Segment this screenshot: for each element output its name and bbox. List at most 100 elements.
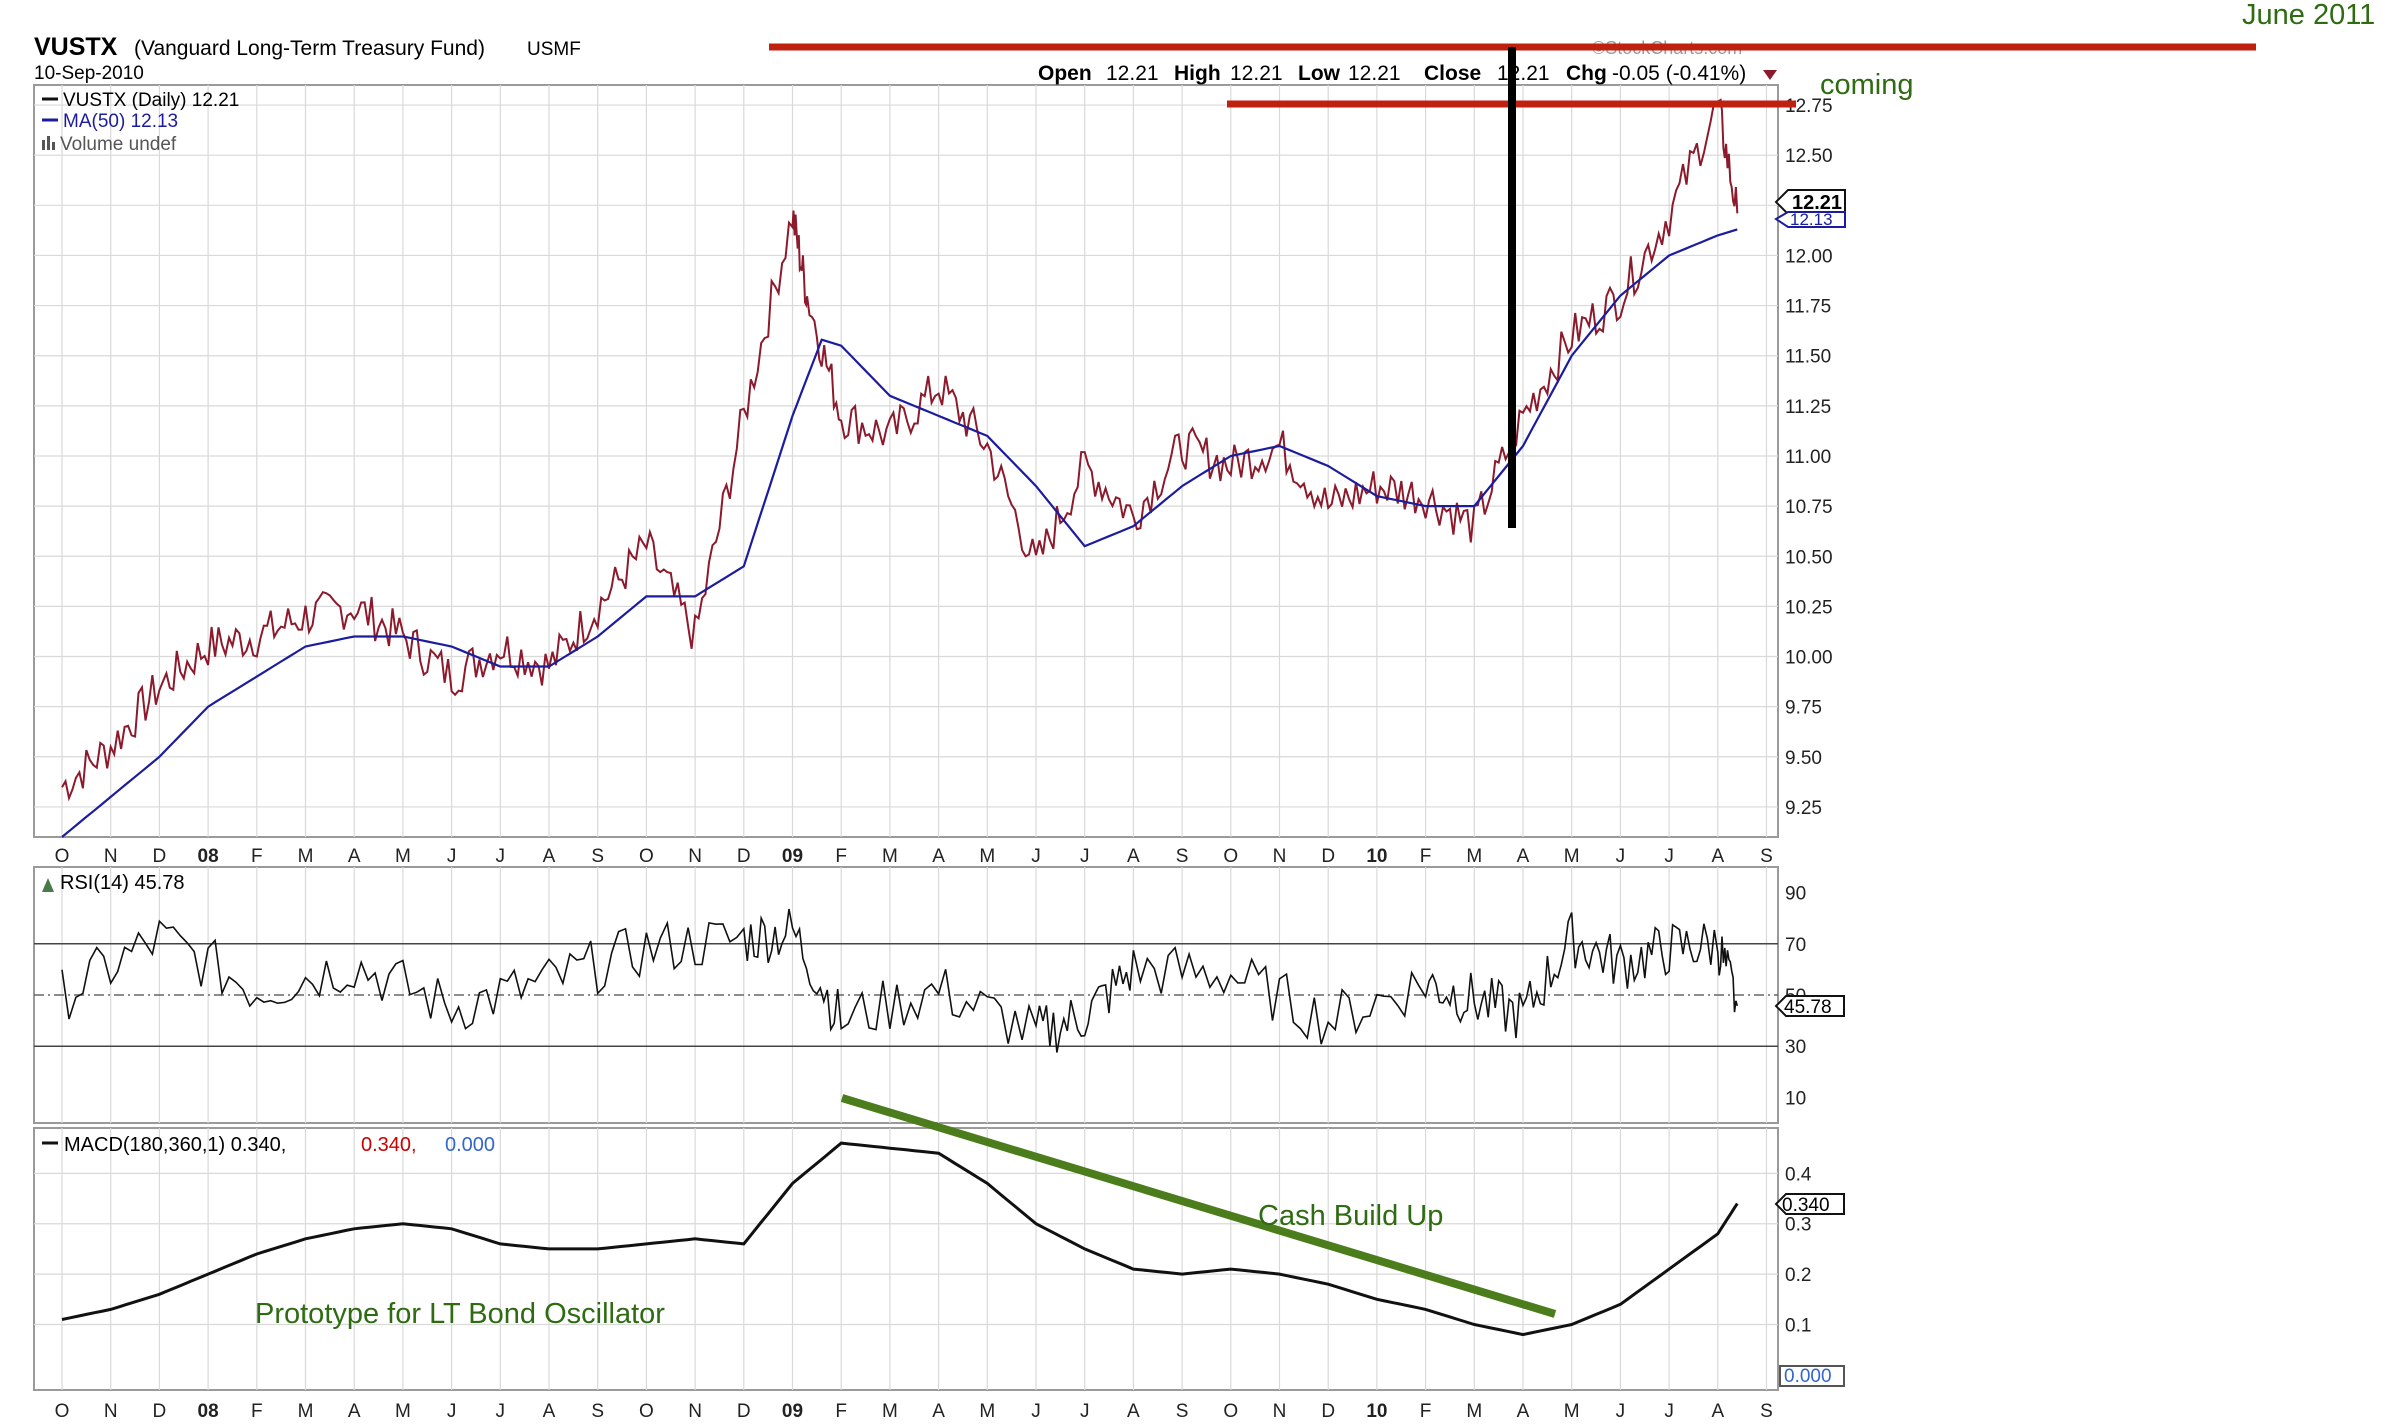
macd-zero-text: 0.000 <box>1784 1366 1832 1387</box>
x-tick-label: A <box>1127 1401 1140 1422</box>
macd-y-tick: 0.3 <box>1785 1215 1811 1236</box>
x-tick-label: 08 <box>198 846 219 867</box>
legend-ma: MA(50) 12.13 <box>63 111 178 132</box>
rsi-legend: RSI(14) 45.78 <box>42 872 185 894</box>
x-tick-label: J <box>1664 1401 1674 1422</box>
macd-line <box>61 1141 1739 1337</box>
x-tick-label: 08 <box>198 1401 219 1422</box>
x-tick-label: F <box>835 846 847 867</box>
close-label: Close <box>1424 62 1481 85</box>
price-tag-text: 12.21 <box>1792 192 1842 214</box>
x-tick-label: F <box>1420 1401 1432 1422</box>
x-tick-label: A <box>348 846 361 867</box>
price-y-tick: 12.50 <box>1785 146 1833 167</box>
price-y-tick: 12.75 <box>1785 96 1833 117</box>
price-y-tick: 9.50 <box>1785 748 1822 769</box>
price-y-tick: 10.00 <box>1785 648 1833 669</box>
x-tick-label: M <box>1466 846 1482 867</box>
x-tick-label: A <box>1127 846 1140 867</box>
x-tick-label: S <box>1760 846 1773 867</box>
x-tick-label: O <box>639 1401 654 1422</box>
rsi-y-tick: 90 <box>1785 884 1806 905</box>
macd-tag-text: 0.340 <box>1782 1195 1830 1216</box>
ma-tag: 12.13 <box>1774 210 1846 229</box>
x-tick-label: A <box>1711 1401 1724 1422</box>
coming-label: coming <box>1820 69 1914 101</box>
rsi-y-tick: 70 <box>1785 935 1806 956</box>
ma50-line <box>61 228 1738 838</box>
x-tick-label: S <box>591 1401 604 1422</box>
rsi-y-tick: 30 <box>1785 1037 1806 1058</box>
x-tick-label: 10 <box>1366 1401 1387 1422</box>
x-tick-label: J <box>496 846 506 867</box>
cash-trendline <box>840 1094 1557 1318</box>
down-arrow-icon <box>1763 70 1777 80</box>
series-lines <box>61 98 1739 1337</box>
low-label: Low <box>1298 62 1341 85</box>
x-tick-label: D <box>737 846 751 867</box>
price-tag: 12.21 <box>1774 189 1846 215</box>
price-panel <box>33 84 1779 838</box>
x-tick-label: A <box>348 1401 361 1422</box>
x-tick-label: M <box>882 1401 898 1422</box>
chg-label: Chg <box>1566 62 1607 85</box>
x-tick-label: N <box>104 1401 118 1422</box>
x-tick-label: S <box>591 846 604 867</box>
x-tick-label: A <box>1711 846 1724 867</box>
price-y-tick: 9.75 <box>1785 698 1822 719</box>
x-tick-label: M <box>395 846 411 867</box>
price-y-tick: 9.25 <box>1785 798 1822 819</box>
x-tick-label: J <box>1080 1401 1090 1422</box>
x-tick-label: M <box>882 846 898 867</box>
x-tick-label: O <box>1223 846 1238 867</box>
macd-y-tick: 0.1 <box>1785 1316 1811 1337</box>
x-tick-label: O <box>55 1401 70 1422</box>
x-tick-label: F <box>251 1401 263 1422</box>
x-tick-label: A <box>932 846 945 867</box>
rsi-tag-text: 45.78 <box>1784 997 1832 1018</box>
x-tick-label: 09 <box>782 846 803 867</box>
x-tick-label: A <box>1517 846 1530 867</box>
open-value: 12.21 <box>1106 62 1159 85</box>
x-tick-label: A <box>543 1401 556 1422</box>
macd-label: MACD(180,360,1) 0.340, <box>64 1134 286 1156</box>
price-y-tick: 10.25 <box>1785 597 1833 618</box>
x-tick-label: M <box>298 1401 314 1422</box>
macd-value-red: 0.340, <box>361 1134 417 1156</box>
fund-name: (Vanguard Long-Term Treasury Fund) <box>134 37 485 60</box>
x-tick-label: N <box>1273 846 1287 867</box>
x-tick-label: J <box>1616 1401 1626 1422</box>
x-tick-label: J <box>1031 1401 1041 1422</box>
price-y-tick: 10.50 <box>1785 547 1833 568</box>
x-tick-label: 10 <box>1366 846 1387 867</box>
macd-legend: MACD(180,360,1) 0.340, 0.340, 0.000 <box>42 1134 495 1156</box>
x-tick-label: D <box>153 846 167 867</box>
x-tick-label: J <box>1616 846 1626 867</box>
price-y-tick: 11.25 <box>1785 397 1831 418</box>
x-tick-label: J <box>1080 846 1090 867</box>
x-tick-label: O <box>639 846 654 867</box>
ohlc-readout: Open 12.21 High 12.21 Low 12.21 Close 12… <box>1038 62 1777 85</box>
macd-zero-tag: 0.000 <box>1779 1365 1845 1387</box>
x-tick-label: J <box>1664 846 1674 867</box>
x-tick-label: D <box>737 1401 751 1422</box>
x-tick-label: J <box>1031 846 1041 867</box>
price-y-tick: 11.00 <box>1785 447 1831 468</box>
x-tick-label: M <box>1466 1401 1482 1422</box>
x-tick-label: O <box>55 846 70 867</box>
axis-labels: O O N N D D 08 08 F F M M A A M M J J J J A A S S O O N N D D 09 09 F F M M… <box>55 96 1833 1422</box>
macd-value-blue: 0.000 <box>445 1134 495 1156</box>
rsi-line <box>61 908 1739 1053</box>
x-tick-label: S <box>1176 1401 1189 1422</box>
x-tick-label: M <box>979 846 995 867</box>
price-y-tick: 11.50 <box>1785 347 1831 368</box>
x-tick-label: S <box>1176 846 1189 867</box>
cash-build-up-label: Cash Build Up <box>1258 1200 1443 1232</box>
x-tick-label: F <box>835 1401 847 1422</box>
rsi-panel <box>33 866 1779 1124</box>
x-tick-label: F <box>1420 846 1432 867</box>
volume-icon <box>42 136 55 150</box>
macd-panel <box>33 1127 1779 1391</box>
x-tick-label: M <box>298 846 314 867</box>
